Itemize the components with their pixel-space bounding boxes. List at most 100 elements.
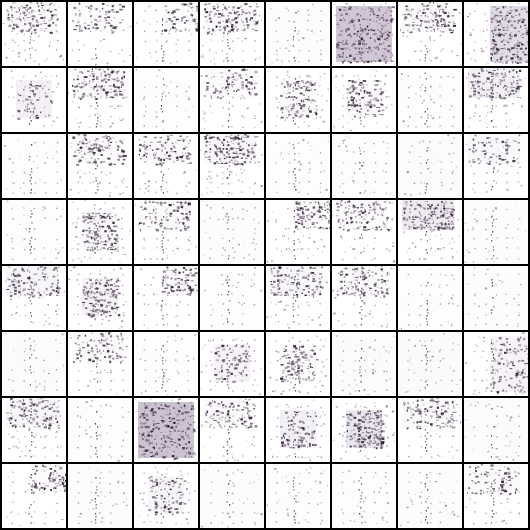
scribble-mark	[241, 13, 243, 16]
scribble-mark	[379, 93, 383, 96]
scribble-mark	[244, 3, 248, 6]
sparse-mark	[266, 316, 269, 318]
scribble-mark	[350, 281, 352, 284]
stem-mark	[227, 60, 229, 62]
scribble-mark	[236, 10, 239, 13]
scribble-mark	[473, 88, 477, 89]
grid-dot	[56, 182, 59, 184]
grid-dot	[308, 162, 311, 164]
sparse-mark	[376, 121, 378, 124]
scribble-mark	[369, 19, 372, 21]
sparse-mark	[372, 69, 375, 71]
sparse-mark	[187, 98, 190, 101]
sparse-mark	[39, 71, 42, 74]
scribble-mark	[359, 52, 361, 55]
sparse-mark	[183, 171, 186, 173]
grid-dot	[221, 86, 224, 89]
sparse-mark	[507, 55, 509, 57]
scribble-mark	[183, 227, 187, 230]
sparse-mark	[76, 221, 78, 223]
scribble-mark	[57, 281, 60, 284]
scribble-mark	[355, 53, 359, 55]
scribble-mark	[352, 88, 356, 91]
grid-dot	[440, 238, 443, 240]
sparse-mark	[514, 44, 516, 47]
scribble-mark	[344, 47, 347, 50]
grid-dot	[210, 10, 212, 13]
sample-pattern	[398, 134, 462, 198]
sparse-mark	[192, 105, 194, 108]
grid-dot	[373, 171, 375, 173]
sparse-mark	[490, 160, 492, 162]
scribble-mark	[96, 299, 100, 303]
scribble-mark	[173, 270, 176, 273]
scribble-mark	[306, 115, 309, 117]
scribble-mark	[255, 143, 258, 146]
scribble-mark	[12, 2, 16, 4]
stem-mark	[426, 183, 428, 185]
grid-dot	[175, 192, 178, 195]
scribble-mark	[295, 201, 297, 203]
scribble-mark	[178, 221, 181, 224]
sparse-mark	[391, 202, 393, 204]
sparse-mark	[208, 181, 210, 183]
scribble-mark	[369, 14, 371, 16]
sparse-mark	[59, 42, 61, 44]
scribble-mark	[105, 13, 108, 16]
grid-dot	[77, 248, 79, 251]
scribble-mark	[23, 271, 25, 273]
scribble-mark	[153, 153, 155, 156]
grid-dot	[354, 283, 357, 286]
grid-dot	[121, 9, 124, 11]
scribble-mark	[205, 144, 208, 147]
grid-dot	[288, 60, 290, 62]
scribble-mark	[270, 289, 272, 291]
scribble-mark	[166, 216, 168, 218]
scribble-mark	[505, 145, 508, 147]
scribble-mark	[507, 91, 509, 93]
scribble-mark	[499, 34, 503, 36]
scribble-mark	[515, 141, 517, 143]
scribble-mark	[232, 84, 235, 86]
scribble-mark	[24, 23, 27, 26]
stem-mark	[30, 90, 32, 92]
stem-mark	[292, 99, 294, 101]
scribble-mark	[43, 291, 46, 293]
scribble-mark	[309, 266, 312, 269]
grid-dot	[99, 237, 102, 240]
sparse-mark	[317, 94, 319, 96]
scribble-mark	[307, 285, 310, 288]
sparse-mark	[82, 220, 84, 222]
stem-mark	[359, 150, 361, 152]
scribble-mark	[168, 291, 170, 294]
stem-mark	[228, 153, 230, 155]
scribble-mark	[449, 211, 452, 213]
scribble-mark	[89, 213, 91, 216]
scribble-mark	[451, 228, 453, 230]
scribble-mark	[356, 13, 359, 16]
scribble-mark	[383, 221, 385, 224]
grid-dot	[408, 218, 411, 220]
sparse-mark	[155, 111, 158, 113]
scribble-mark	[100, 72, 103, 75]
grid-dot	[419, 172, 422, 174]
scribble-mark	[115, 230, 117, 232]
grid-dot	[121, 284, 124, 287]
scribble-mark	[32, 110, 34, 113]
scribble-mark	[438, 14, 440, 17]
stem-mark	[227, 78, 229, 80]
scribble-mark	[343, 276, 346, 278]
scribble-mark	[423, 217, 426, 219]
sparse-mark	[351, 45, 353, 47]
scribble-mark	[234, 137, 237, 140]
sparse-mark	[251, 279, 253, 281]
sparse-mark	[70, 143, 73, 144]
scribble-mark	[524, 61, 527, 63]
sparse-mark	[85, 84, 87, 86]
scribble-mark	[354, 292, 357, 294]
scribble-mark	[349, 33, 351, 36]
grid-dot	[55, 75, 58, 77]
grid-dot	[56, 39, 59, 42]
scribble-mark	[8, 285, 11, 287]
scribble-mark	[293, 82, 295, 84]
